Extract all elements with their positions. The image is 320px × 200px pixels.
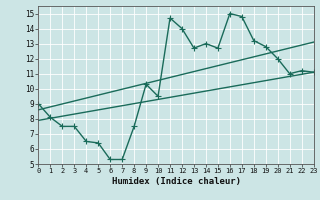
X-axis label: Humidex (Indice chaleur): Humidex (Indice chaleur) — [111, 177, 241, 186]
